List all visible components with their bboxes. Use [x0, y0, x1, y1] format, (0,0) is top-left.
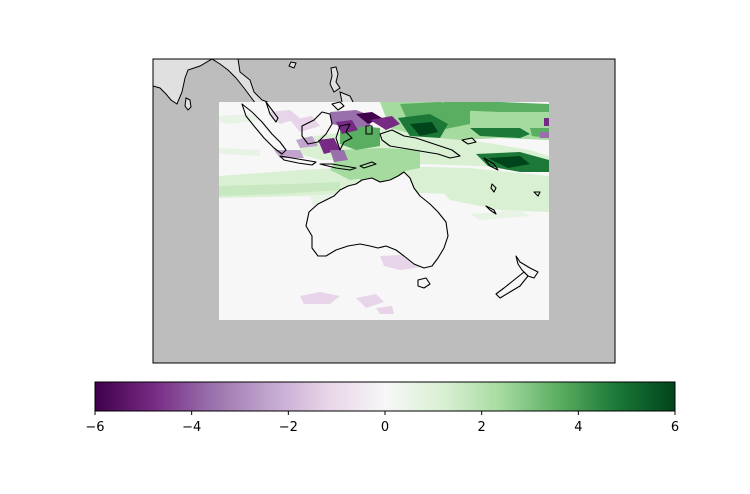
landmass-taiwan [288, 61, 297, 69]
colorbar-tick-label: −6 [85, 420, 104, 435]
landmass-sulawesi [335, 123, 353, 151]
landmass-sri-lanka [184, 97, 192, 111]
landmass-bismarck [461, 137, 477, 145]
colorbar-tick-label: −2 [279, 420, 298, 435]
colorbar-tick-label: −4 [182, 420, 201, 435]
landmass-north-borneo-tip [331, 101, 345, 111]
landmass-java [279, 155, 317, 166]
landmass-asia [153, 59, 213, 105]
landmass-philippines-north [329, 66, 341, 93]
colorbar: −6 −4 −2 0 2 4 6 [85, 381, 679, 435]
landmass-new-caledonia [485, 205, 497, 215]
landmass-sumatra [241, 103, 287, 155]
landmass-new-guinea [379, 129, 461, 159]
landmass-vanuatu [490, 183, 497, 193]
colorbar-tick-label: 6 [671, 420, 679, 435]
colorbar-gradient [94, 381, 676, 412]
landmass-borneo [301, 111, 333, 145]
landmass-solomons [483, 157, 499, 171]
coastlines [241, 101, 541, 299]
landmass-new-zealand-north [515, 255, 539, 279]
landmass-tasmania [417, 277, 431, 289]
landmass-lesser-sunda [319, 163, 357, 171]
colorbar-tick-label: 4 [574, 420, 582, 435]
colorbar-tick-label: 0 [381, 420, 389, 435]
map-axes [153, 59, 615, 363]
landmass-maluku [365, 125, 373, 135]
landmass-fiji [533, 191, 541, 197]
landmass-new-zealand-south [495, 271, 529, 299]
colorbar-ticks: −6 −4 −2 0 2 4 6 [85, 411, 679, 435]
landmass-australia [305, 171, 449, 269]
colorbar-tick-label: 2 [478, 420, 486, 435]
map-frame [152, 58, 616, 364]
landmass-timor [359, 161, 377, 169]
landmass-malay-peninsula [265, 101, 279, 123]
